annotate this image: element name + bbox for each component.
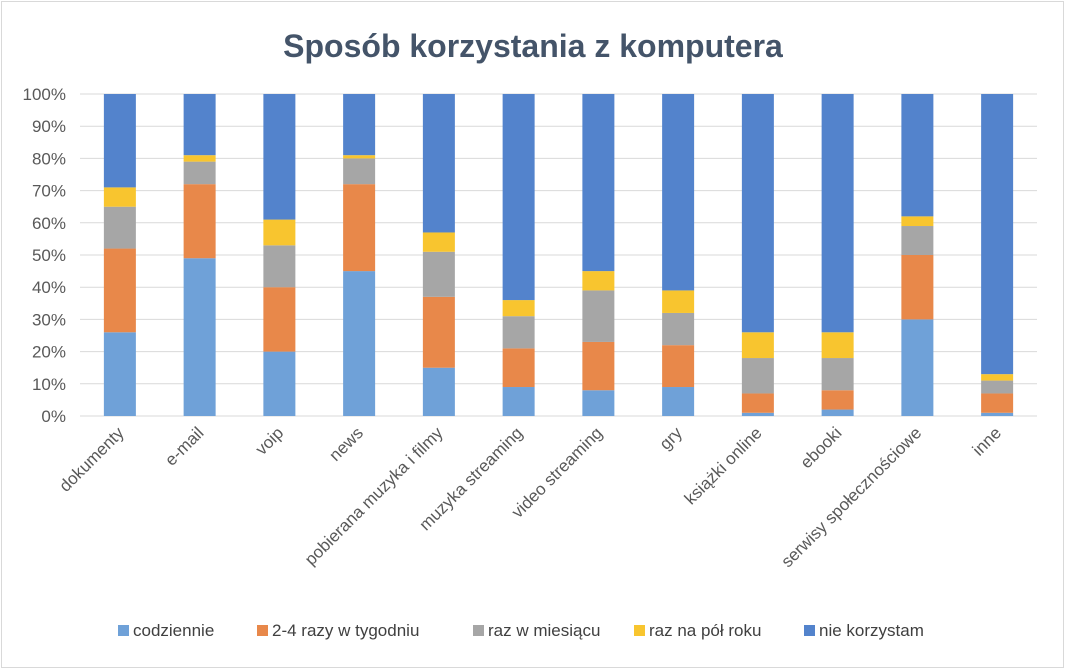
bar-segment: [103, 187, 136, 207]
bar-segment: [741, 393, 774, 413]
bar-segment: [901, 216, 934, 227]
bar-segment: [582, 341, 615, 391]
bar-segment: [343, 271, 376, 416]
bar-segment: [741, 332, 774, 359]
bar-segment: [662, 312, 695, 346]
bar-segment: [981, 374, 1014, 381]
bar-segment: [502, 387, 535, 416]
bar-segment: [183, 155, 216, 162]
bar-segment: [183, 258, 216, 416]
bar-segment: [901, 319, 934, 416]
bar-segment: [662, 345, 695, 388]
bar-segment: [343, 184, 376, 272]
x-tick-label: gry: [656, 423, 686, 453]
bar-segment: [741, 412, 774, 416]
y-tick-label: 60%: [32, 214, 66, 233]
bar-segment: [422, 367, 455, 416]
bar-segment: [183, 94, 216, 156]
legend-label: codziennie: [133, 621, 214, 640]
bar-segment: [981, 94, 1014, 375]
bar-segment: [582, 290, 615, 342]
y-tick-label: 70%: [32, 182, 66, 201]
bar-segment: [343, 94, 376, 156]
bar-segment: [422, 94, 455, 233]
bar-segment: [502, 316, 535, 349]
bar-segment: [582, 271, 615, 291]
y-tick-label: 10%: [32, 375, 66, 394]
x-tick-label: inne: [969, 423, 1005, 459]
bar-segment: [901, 226, 934, 255]
legend-swatch: [118, 625, 129, 636]
x-tick-label: voip: [252, 423, 287, 458]
bar-segment: [741, 94, 774, 333]
y-tick-label: 80%: [32, 149, 66, 168]
legend: codziennie 2-4 razy w tygodniu raz w miesi…: [118, 621, 924, 640]
bar-segment: [103, 332, 136, 416]
bar-segment: [183, 184, 216, 259]
bar-segment: [582, 94, 615, 272]
bar-segment: [422, 296, 455, 368]
y-tick-label: 30%: [32, 310, 66, 329]
x-tick-label: e-mail: [161, 423, 207, 469]
bar-segment: [263, 94, 296, 220]
bar-segment: [981, 412, 1014, 416]
legend-swatch: [634, 625, 645, 636]
bar-segment: [263, 245, 296, 288]
y-tick-label: 90%: [32, 117, 66, 136]
x-tick-label: książki online: [681, 423, 766, 508]
legend-label: raz w miesiącu: [488, 621, 600, 640]
bar-segment: [263, 219, 296, 246]
gridlines: [80, 93, 1037, 417]
legend-swatch: [473, 625, 484, 636]
bar-segment: [662, 290, 695, 313]
y-tick-label: 0%: [41, 407, 66, 426]
legend-swatch: [804, 625, 815, 636]
bars: [103, 94, 1014, 416]
legend-swatch: [257, 625, 268, 636]
y-tick-label: 50%: [32, 246, 66, 265]
bar-segment: [582, 390, 615, 416]
bar-segment: [343, 158, 376, 185]
legend-label: raz na pół roku: [649, 621, 761, 640]
bar-segment: [502, 94, 535, 301]
bar-segment: [263, 351, 296, 416]
bar-segment: [183, 161, 216, 185]
y-tick-label: 100%: [23, 85, 66, 104]
bar-segment: [981, 393, 1014, 413]
bar-segment: [901, 255, 934, 320]
y-tick-label: 20%: [32, 343, 66, 362]
chart-title: Sposób korzystania z komputera: [283, 28, 783, 64]
bar-segment: [103, 206, 136, 249]
bar-segment: [502, 348, 535, 388]
bar-segment: [981, 380, 1014, 394]
bar-segment: [741, 358, 774, 394]
bar-segment: [821, 390, 854, 410]
bar-segment: [662, 94, 695, 291]
bar-segment: [821, 358, 854, 391]
x-tick-label: ebooki: [797, 423, 846, 472]
bar-segment: [821, 332, 854, 359]
bar-segment: [343, 155, 376, 159]
bar-segment: [103, 94, 136, 188]
bar-segment: [502, 300, 535, 317]
x-tick-label: serwisy społecznościowe: [777, 423, 925, 571]
x-tick-label: news: [325, 423, 366, 464]
x-tick-label: pobierana muzyka i filmy: [301, 423, 447, 569]
bar-segment: [662, 387, 695, 416]
x-tick-label: dokumenty: [55, 423, 128, 496]
bar-segment: [821, 409, 854, 416]
legend-label: 2-4 razy w tygodniu: [272, 621, 419, 640]
bar-segment: [821, 94, 854, 333]
y-axis: 0% 10% 20% 30% 40% 50% 60% 70% 80% 90% 100%: [23, 85, 66, 426]
bar-segment: [901, 94, 934, 217]
bar-segment: [422, 251, 455, 297]
bar-segment: [422, 232, 455, 252]
bar-segment: [103, 248, 136, 333]
bar-segment: [263, 287, 296, 352]
y-tick-label: 40%: [32, 278, 66, 297]
legend-label: nie korzystam: [819, 621, 924, 640]
